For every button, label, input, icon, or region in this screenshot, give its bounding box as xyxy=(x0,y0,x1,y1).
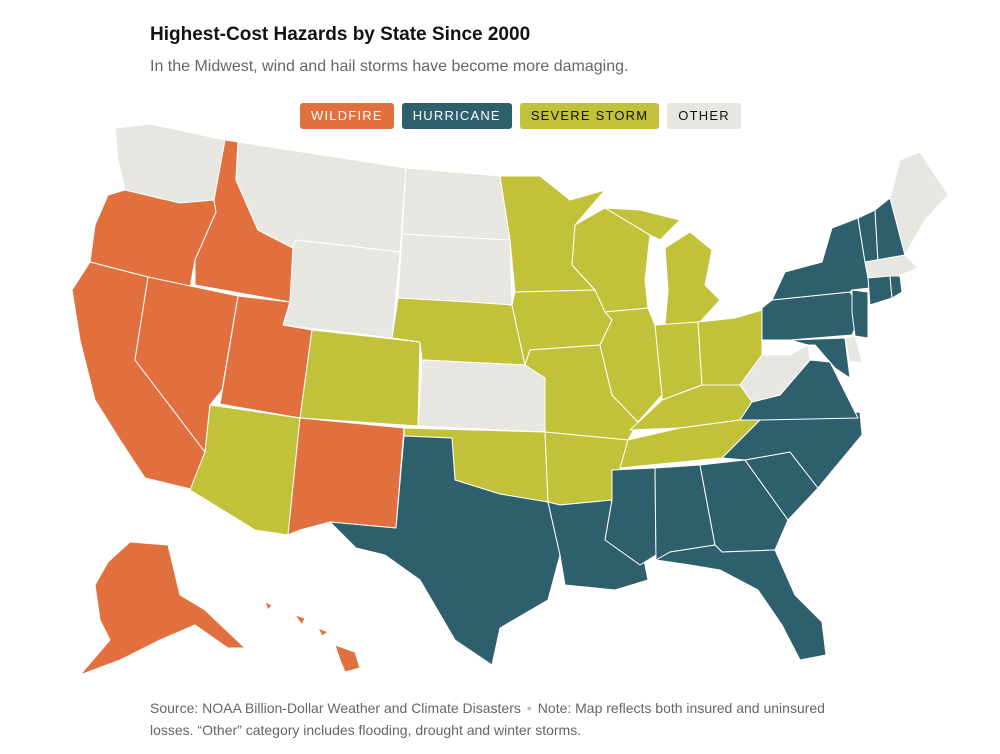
state-new-york xyxy=(771,217,871,301)
state-rhode-island xyxy=(889,275,903,299)
state-new-mexico xyxy=(287,417,405,536)
state-michigan-upper xyxy=(604,207,681,241)
state-north-dakota xyxy=(401,167,511,241)
state-connecticut xyxy=(867,275,893,306)
state-south-dakota xyxy=(397,233,513,306)
state-texas xyxy=(329,435,561,666)
state-hawaii xyxy=(264,601,361,673)
map-subtitle: In the Midwest, wind and hail storms hav… xyxy=(150,58,629,75)
state-west-virginia xyxy=(739,344,811,403)
state-colorado xyxy=(299,329,421,427)
state-delaware xyxy=(844,335,863,363)
legend-wildfire: WILDFIRE xyxy=(300,103,394,129)
state-kansas xyxy=(417,359,546,433)
state-wyoming xyxy=(282,239,401,339)
source-note: Source: NOAA Billion-Dollar Weather and … xyxy=(150,700,521,716)
header: Highest-Cost Hazards by State Since 2000… xyxy=(150,24,628,76)
state-massachusetts xyxy=(864,254,919,279)
state-new-jersey xyxy=(851,289,869,339)
state-alaska xyxy=(79,541,246,676)
state-florida xyxy=(655,544,827,661)
state-michigan xyxy=(664,231,721,326)
footer: Source: NOAA Billion-Dollar Weather and … xyxy=(150,697,830,741)
legend: WILDFIRE HURRICANE SEVERE STORM OTHER xyxy=(300,103,741,129)
legend-hurricane: HURRICANE xyxy=(401,103,512,129)
map-note: Note: Map reflects both insured and unin… xyxy=(150,700,825,738)
map-title: Highest-Cost Hazards by State Since 2000 xyxy=(150,24,531,45)
legend-severe-storm: SEVERE STORM xyxy=(519,103,660,129)
legend-other: OTHER xyxy=(667,103,741,129)
separator-dot: • xyxy=(526,700,532,716)
